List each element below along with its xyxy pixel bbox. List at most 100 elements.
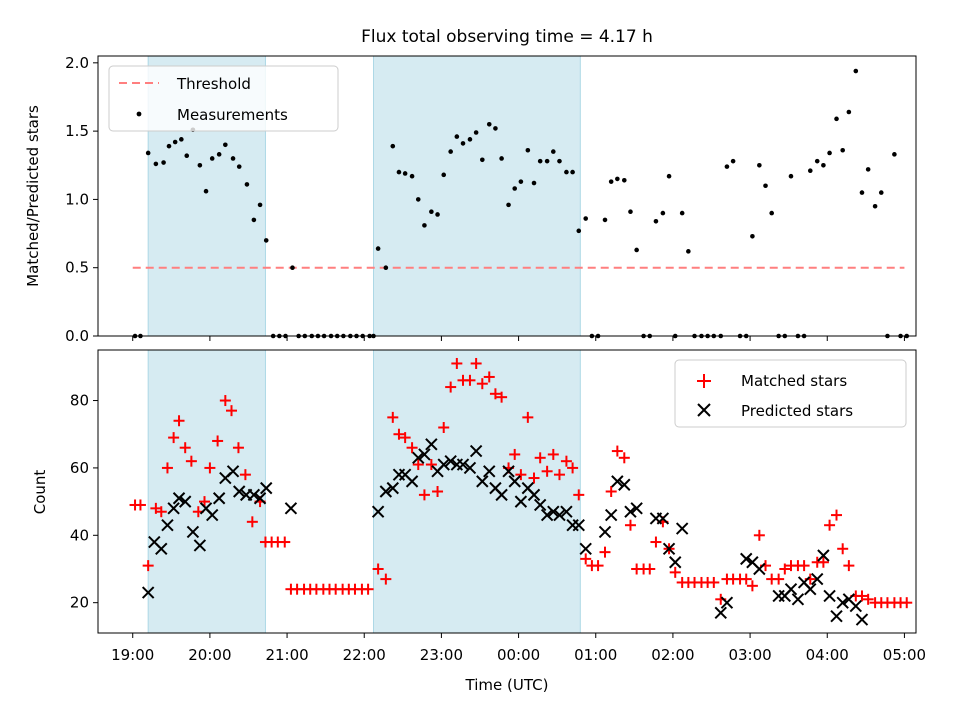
predicted-star-point xyxy=(463,461,477,475)
matched-star-point xyxy=(560,455,572,467)
matched-star-point xyxy=(372,563,384,575)
predicted-star-point xyxy=(161,518,174,532)
predicted-star-point xyxy=(611,475,624,488)
predicted-star-point xyxy=(502,465,515,478)
measurement-point xyxy=(209,156,215,161)
measurement-point xyxy=(512,186,518,191)
predicted-star-point xyxy=(483,465,496,478)
predicted-star-point xyxy=(714,606,727,619)
predicted-star-point xyxy=(553,508,566,522)
measurement-point xyxy=(807,168,813,174)
measurement-point xyxy=(486,121,492,127)
x-b xyxy=(720,596,734,609)
x-b xyxy=(753,562,766,576)
measurement-point xyxy=(724,164,730,169)
measurement-point xyxy=(203,188,209,194)
matched-star-point xyxy=(232,442,244,454)
measurement-point xyxy=(769,210,774,216)
measurement-point xyxy=(244,182,250,187)
measurement-point xyxy=(506,202,511,208)
measurement-point xyxy=(448,149,453,154)
x-b xyxy=(604,508,618,522)
measurement-point xyxy=(570,169,575,175)
matched-star-point xyxy=(824,519,836,531)
x-b xyxy=(624,505,637,518)
top-panel: 0.00.51.01.52.0 Matched/Predicted stars … xyxy=(24,54,917,345)
x-b xyxy=(469,444,483,458)
matched-star-point xyxy=(669,566,681,578)
predicted-star-point xyxy=(386,481,399,495)
measurement-point xyxy=(415,197,421,202)
x-b xyxy=(386,481,399,495)
measurement-point xyxy=(660,210,666,216)
measurement-point xyxy=(216,152,222,157)
matched-star-point xyxy=(611,445,623,457)
predicted-star-point xyxy=(418,448,431,461)
predicted-star-point xyxy=(527,488,541,502)
measurement-point xyxy=(375,246,381,251)
matched-star-point xyxy=(773,573,785,585)
predicted-star-point xyxy=(675,522,689,535)
matched-star-point xyxy=(534,452,546,464)
predicted-star-point xyxy=(508,475,521,488)
measurement-point xyxy=(576,228,582,234)
measurement-point xyxy=(172,139,178,145)
matched-star-point xyxy=(476,378,488,390)
x-b xyxy=(618,478,631,491)
bottom-y-axis-label: Count xyxy=(31,470,49,515)
measurement-point xyxy=(454,134,460,139)
matched-star-point xyxy=(204,462,216,474)
bottom-legend: Matched stars Predicted stars xyxy=(674,359,907,428)
predicted-star-point xyxy=(604,508,618,522)
matched-star-point xyxy=(573,489,585,501)
predicted-star-point xyxy=(186,525,200,539)
shaded-interval-0 xyxy=(147,349,266,634)
measurement-point xyxy=(525,147,531,153)
measurement-point xyxy=(473,130,479,135)
x-b xyxy=(533,498,547,512)
measurement-point xyxy=(460,141,466,146)
matched-star-point xyxy=(179,442,191,454)
matched-star-point xyxy=(817,556,829,568)
x-b xyxy=(247,488,261,502)
measurement-point xyxy=(872,203,878,209)
matched-star-point xyxy=(483,371,495,383)
legend-matched-label: Matched stars xyxy=(741,372,847,390)
matched-star-point xyxy=(418,489,430,501)
matched-star-point xyxy=(856,590,868,602)
x-b xyxy=(155,542,168,555)
bottom-shaded-intervals xyxy=(147,349,581,634)
predicted-star-point xyxy=(811,572,824,586)
matched-star-point xyxy=(387,411,399,423)
measurement-point xyxy=(422,223,427,228)
x-tick-label: 19:00 xyxy=(111,646,154,664)
predicted-star-point xyxy=(855,613,869,626)
x-b xyxy=(161,518,174,532)
bottom-y-tick-label: 20 xyxy=(70,594,89,612)
measurement-point xyxy=(653,218,659,224)
x-tick-label: 22:00 xyxy=(343,646,386,664)
matched-star-point xyxy=(624,519,636,531)
matched-star-point xyxy=(134,499,146,511)
matched-star-point xyxy=(592,560,604,572)
x-b xyxy=(253,492,267,505)
measurement-point xyxy=(257,202,263,208)
x-b xyxy=(212,492,226,505)
matched-star-point xyxy=(219,395,231,407)
top-y-tick-label: 0.5 xyxy=(65,259,89,277)
measurement-point xyxy=(161,160,166,165)
x-tick-label: 05:00 xyxy=(883,646,926,664)
x-b xyxy=(412,451,425,465)
x-b xyxy=(611,475,624,488)
legend-predicted-swatch xyxy=(697,403,711,417)
measurement-point xyxy=(467,137,473,142)
x-b xyxy=(444,454,457,468)
predicted-star-point xyxy=(791,593,805,606)
matched-star-point xyxy=(155,506,167,518)
x-b xyxy=(425,438,438,451)
matched-star-point xyxy=(198,496,210,508)
measurement-point xyxy=(179,137,184,142)
x-b xyxy=(849,599,863,613)
x-b xyxy=(233,485,246,498)
x-b xyxy=(598,525,612,539)
